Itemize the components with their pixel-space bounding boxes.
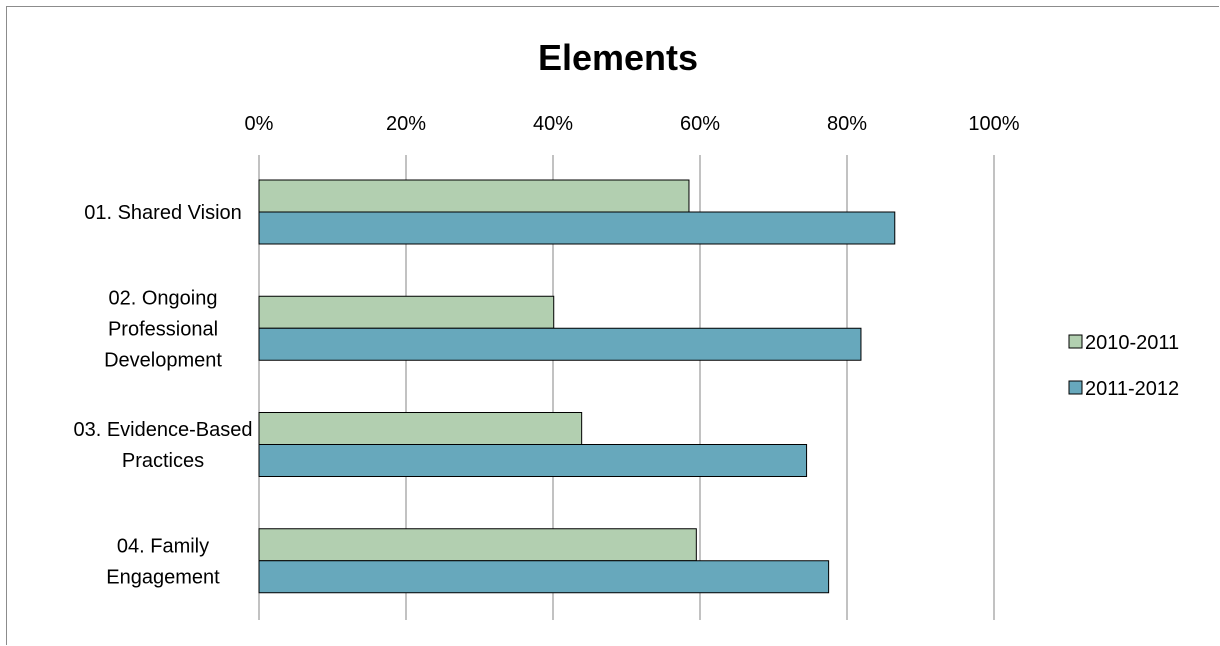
x-tick-label: 40% <box>533 113 573 135</box>
bar-2011-2012-1 <box>258 211 896 245</box>
chart-frame <box>6 6 1219 645</box>
category-label: Professional <box>108 318 218 340</box>
category-label: Engagement <box>106 566 220 588</box>
bar-2010-2011-3 <box>258 412 583 445</box>
x-axis-tick-labels: 0% 20% 40% 60% 80% 100% <box>245 113 1020 135</box>
legend: 2010-2011 2011-2012 <box>1068 332 1179 400</box>
x-tick-label: 80% <box>827 113 867 135</box>
x-tick-label: 20% <box>386 113 426 135</box>
x-tick-label: 0% <box>245 113 274 135</box>
category-label: 04. Family <box>117 535 209 557</box>
x-tick-label: 60% <box>680 113 720 135</box>
bar-2011-2012-2 <box>258 327 862 361</box>
legend-label: 2010-2011 <box>1085 332 1179 354</box>
legend-swatch <box>1068 380 1083 395</box>
bar-2010-2011-2 <box>258 295 555 329</box>
category-labels: 01. Shared Vision 02. Ongoing Professional… <box>73 202 252 588</box>
bar-2010-2011-1 <box>258 179 690 213</box>
category-label: Practices <box>122 450 204 472</box>
bars <box>258 179 896 594</box>
bar-2011-2012-3 <box>258 444 808 477</box>
legend-swatch <box>1068 334 1083 349</box>
category-label: 01. Shared Vision <box>84 202 242 224</box>
category-label: 02. Ongoing <box>109 287 218 309</box>
chart-title: Elements <box>538 37 698 78</box>
legend-label: 2011-2012 <box>1085 378 1179 400</box>
bar-2010-2011-4 <box>258 528 697 562</box>
x-tick-label: 100% <box>968 113 1019 135</box>
category-label: 03. Evidence-Based <box>73 419 252 441</box>
category-label: Development <box>104 349 222 371</box>
bar-2011-2012-4 <box>258 560 830 594</box>
